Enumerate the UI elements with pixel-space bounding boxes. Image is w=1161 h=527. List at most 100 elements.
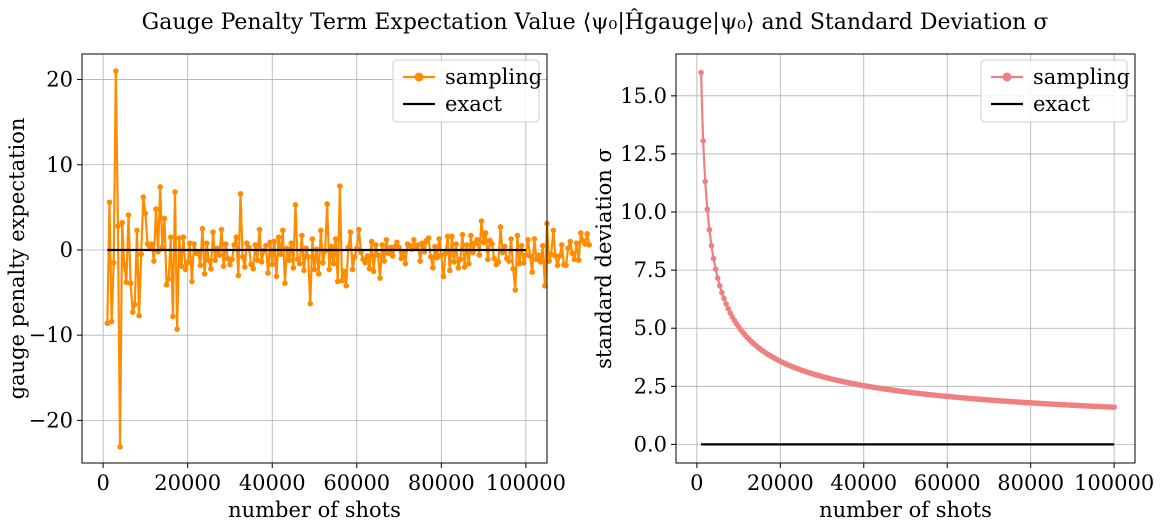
data-point xyxy=(275,234,282,240)
data-point xyxy=(125,212,132,218)
data-point xyxy=(356,226,362,233)
data-point xyxy=(347,229,354,235)
data-point xyxy=(320,259,326,266)
data-point xyxy=(529,269,535,275)
data-point xyxy=(569,250,576,257)
data-point xyxy=(575,257,582,264)
data-point xyxy=(436,236,443,242)
data-point xyxy=(157,184,163,190)
data-point xyxy=(121,261,128,268)
data-point xyxy=(485,256,491,263)
legend-label-exact: exact xyxy=(1033,92,1091,116)
data-point xyxy=(379,242,385,248)
data-point xyxy=(191,241,197,247)
data-point xyxy=(440,273,447,280)
y-tick-label: 10 xyxy=(46,153,73,177)
data-point xyxy=(535,252,542,258)
data-point xyxy=(362,259,369,266)
data-point xyxy=(582,241,588,247)
data-point xyxy=(199,225,206,232)
x-tick-label: 100000 xyxy=(486,471,566,495)
data-point xyxy=(294,256,301,263)
data-point xyxy=(165,276,172,282)
data-point xyxy=(427,253,434,260)
x-tick-label: 20000 xyxy=(747,471,814,495)
y-tick-label: 5.0 xyxy=(634,316,667,340)
data-point xyxy=(510,265,516,272)
data-point xyxy=(499,249,506,256)
x-tick-label: 100000 xyxy=(1074,471,1154,495)
data-point xyxy=(446,267,453,274)
data-point xyxy=(153,206,159,212)
data-point xyxy=(546,258,552,264)
data-point xyxy=(710,255,717,262)
data-point xyxy=(453,241,459,247)
data-point xyxy=(280,227,286,234)
data-point xyxy=(480,239,487,246)
y-tick-label: 0 xyxy=(60,238,73,262)
legend-marker-sampling xyxy=(414,72,424,82)
data-point xyxy=(442,250,449,257)
data-point xyxy=(216,252,223,258)
data-point xyxy=(307,300,314,307)
data-point xyxy=(163,282,170,288)
data-point xyxy=(571,256,578,263)
data-point xyxy=(277,251,284,258)
data-point xyxy=(208,265,214,272)
data-point xyxy=(438,252,445,258)
data-point xyxy=(241,264,248,270)
data-point xyxy=(206,257,212,264)
data-point xyxy=(237,190,244,197)
y-tick-label: −20 xyxy=(29,408,73,432)
data-point xyxy=(584,230,590,237)
data-point xyxy=(387,244,394,251)
y-axis-label: gauge penalty expectation xyxy=(5,118,29,400)
data-point xyxy=(170,313,176,320)
data-point xyxy=(345,244,352,251)
data-point xyxy=(434,254,440,261)
data-point xyxy=(542,282,548,289)
data-point xyxy=(148,241,155,247)
series-line-sampling xyxy=(699,72,1115,409)
data-point xyxy=(411,236,417,243)
data-point xyxy=(432,243,438,250)
data-point xyxy=(706,226,713,233)
data-point xyxy=(466,260,472,267)
data-point xyxy=(110,259,117,266)
data-point xyxy=(218,226,225,233)
data-point xyxy=(269,261,276,268)
data-point xyxy=(159,244,166,251)
data-point xyxy=(567,238,574,245)
data-point xyxy=(195,249,202,256)
data-point xyxy=(305,253,311,260)
data-point xyxy=(723,301,729,307)
y-tick-label: 15.0 xyxy=(620,84,667,108)
x-tick-label: 60000 xyxy=(323,471,390,495)
data-point xyxy=(337,183,343,189)
data-point xyxy=(573,240,580,246)
data-point xyxy=(254,257,261,264)
data-point xyxy=(233,234,240,240)
data-point xyxy=(586,242,593,248)
data-point xyxy=(187,240,193,246)
data-point xyxy=(525,236,531,243)
y-tick-label: 7.5 xyxy=(634,258,667,282)
data-point xyxy=(129,309,136,315)
data-point xyxy=(136,312,142,319)
data-point xyxy=(364,253,371,259)
data-point xyxy=(402,260,409,267)
data-point xyxy=(719,289,725,296)
data-point xyxy=(292,202,299,208)
data-point xyxy=(468,232,474,239)
data-point xyxy=(334,278,341,285)
data-point xyxy=(358,249,364,256)
data-point xyxy=(578,230,584,236)
data-point xyxy=(366,265,373,272)
data-point xyxy=(197,262,204,269)
axes-frame xyxy=(81,53,548,464)
x-tick-label: 80000 xyxy=(408,471,475,495)
data-point xyxy=(537,259,544,265)
y-axis-label: standard deviation σ xyxy=(592,148,616,369)
data-point xyxy=(290,265,297,271)
